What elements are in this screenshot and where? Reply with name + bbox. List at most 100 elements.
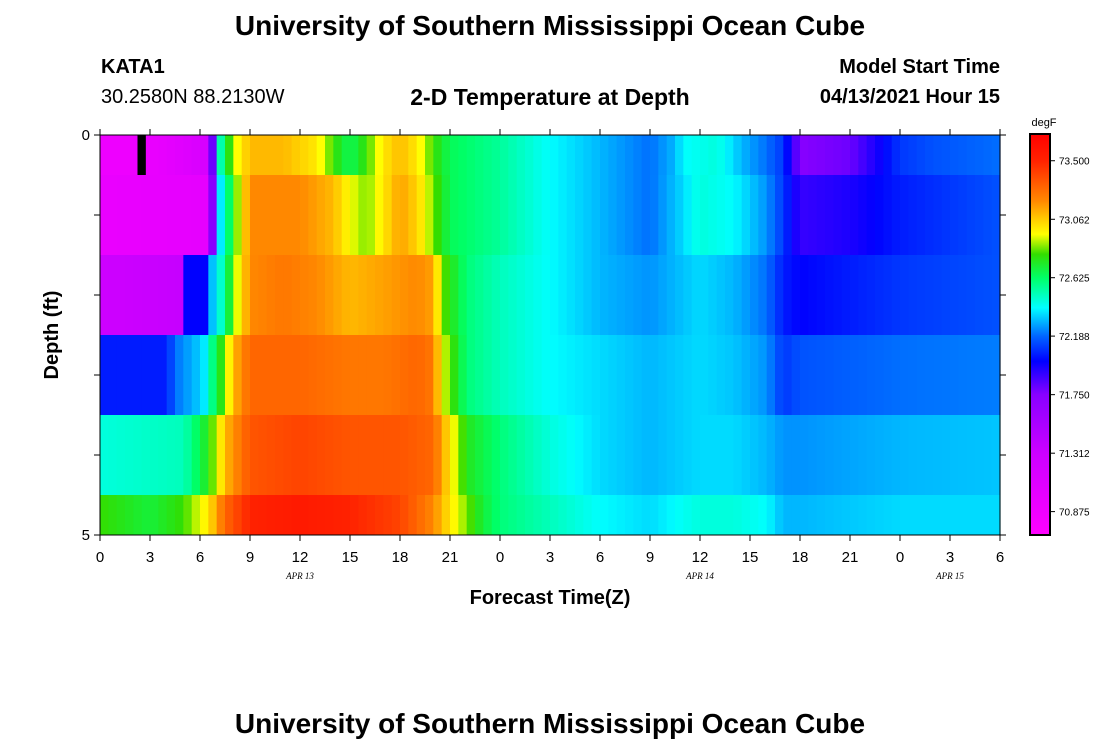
heatmap-cell (441, 335, 451, 415)
heatmap-cell (241, 255, 251, 335)
heatmap-cell (125, 135, 134, 175)
heatmap-cell (125, 495, 134, 535)
heatmap-cell (208, 255, 218, 335)
heatmap-cell (183, 135, 193, 175)
heatmap-cell (550, 175, 559, 255)
heatmap-cell (233, 415, 243, 495)
heatmap-cell (416, 415, 426, 495)
heatmap-cell (233, 135, 243, 175)
heatmap-cell (658, 495, 668, 535)
heatmap-cell (441, 415, 451, 495)
heatmap-cell (350, 175, 359, 255)
heatmap-cell (375, 255, 384, 335)
heatmap-cell (700, 175, 709, 255)
heatmap-cell (583, 135, 593, 175)
heatmap-cell (166, 255, 176, 335)
heatmap-cell (500, 495, 509, 535)
heatmap-cell (241, 495, 251, 535)
heatmap-cell (591, 135, 601, 175)
heatmap-cell (783, 415, 793, 495)
heatmap-cell (483, 255, 493, 335)
heatmap-cell (116, 415, 126, 495)
heatmap-cell (775, 495, 784, 535)
x-tick-label: 15 (742, 549, 759, 566)
heatmap-cell (875, 135, 884, 175)
heatmap-cell (375, 495, 384, 535)
heatmap-cell (466, 255, 476, 335)
heatmap-cell (683, 255, 693, 335)
heatmap-cell (433, 335, 443, 415)
heatmap-cell (225, 415, 234, 495)
heatmap-cell (700, 495, 709, 535)
heatmap-cell (366, 495, 376, 535)
heatmap-cell (558, 175, 568, 255)
heatmap-cell (800, 415, 809, 495)
x-tick-label: 3 (946, 549, 954, 566)
heatmap-cell (766, 135, 776, 175)
heatmap-cell (558, 255, 568, 335)
heatmap-cell (383, 415, 393, 495)
heatmap-cell (383, 335, 393, 415)
heatmap-cell (641, 335, 651, 415)
heatmap-cell (266, 255, 276, 335)
heatmap-cell (533, 255, 543, 335)
heatmap-cell (650, 175, 659, 255)
heatmap-cell (850, 335, 859, 415)
heatmap-cell (608, 135, 618, 175)
heatmap-cell (208, 335, 218, 415)
heatmap-cell (383, 175, 393, 255)
heatmap-cell (125, 175, 134, 255)
heatmap-cell (100, 495, 109, 535)
heatmap-cell (175, 255, 184, 335)
heatmap-cell (433, 175, 443, 255)
heatmap-cell (441, 135, 451, 175)
heatmap-cell (841, 495, 851, 535)
heatmap-cell (525, 255, 534, 335)
heatmap-cell (750, 335, 759, 415)
heatmap-cell (625, 135, 634, 175)
heatmap-cell (825, 175, 834, 255)
heatmap-cell (791, 135, 801, 175)
heatmap-cell (958, 135, 968, 175)
heatmap-cell (183, 495, 193, 535)
heatmap-cell (208, 135, 218, 175)
heatmap-cell (250, 175, 259, 255)
heatmap-cell (200, 135, 209, 175)
heatmap-cell (966, 415, 976, 495)
heatmap-cell (716, 495, 726, 535)
heatmap-cell (216, 255, 226, 335)
heatmap-cell (916, 335, 926, 415)
heatmap-cell (933, 495, 943, 535)
heatmap-cell (641, 255, 651, 335)
heatmap-cell (358, 415, 368, 495)
heatmap-cell (475, 255, 484, 335)
heatmap-cell (291, 495, 301, 535)
heatmap-cell (916, 135, 926, 175)
heatmap-cell (308, 135, 318, 175)
heatmap-cell (425, 135, 434, 175)
heatmap-cell (733, 175, 743, 255)
heatmap-cell (391, 495, 401, 535)
heatmap-cell (716, 255, 726, 335)
heatmap-cell (675, 495, 684, 535)
heatmap-cell (866, 255, 876, 335)
heatmap-cell (558, 135, 568, 175)
heatmap-cell (408, 415, 418, 495)
heatmap-cell (666, 415, 676, 495)
heatmap-cell (483, 415, 493, 495)
heatmap-cell (900, 335, 909, 415)
heatmap-cell (941, 175, 951, 255)
heatmap-cell (633, 255, 643, 335)
heatmap-cell (491, 335, 501, 415)
heatmap-cell (325, 495, 334, 535)
heatmap-cell (491, 495, 501, 535)
heatmap-cell (241, 335, 251, 415)
heatmap-cell (308, 335, 318, 415)
heatmap-cell (575, 135, 584, 175)
heatmap-cell (791, 175, 801, 255)
heatmap-cell (758, 495, 768, 535)
heatmap-cell (475, 415, 484, 495)
heatmap-cell (958, 175, 968, 255)
heatmap-cell (508, 495, 518, 535)
heatmap-cell (258, 415, 268, 495)
